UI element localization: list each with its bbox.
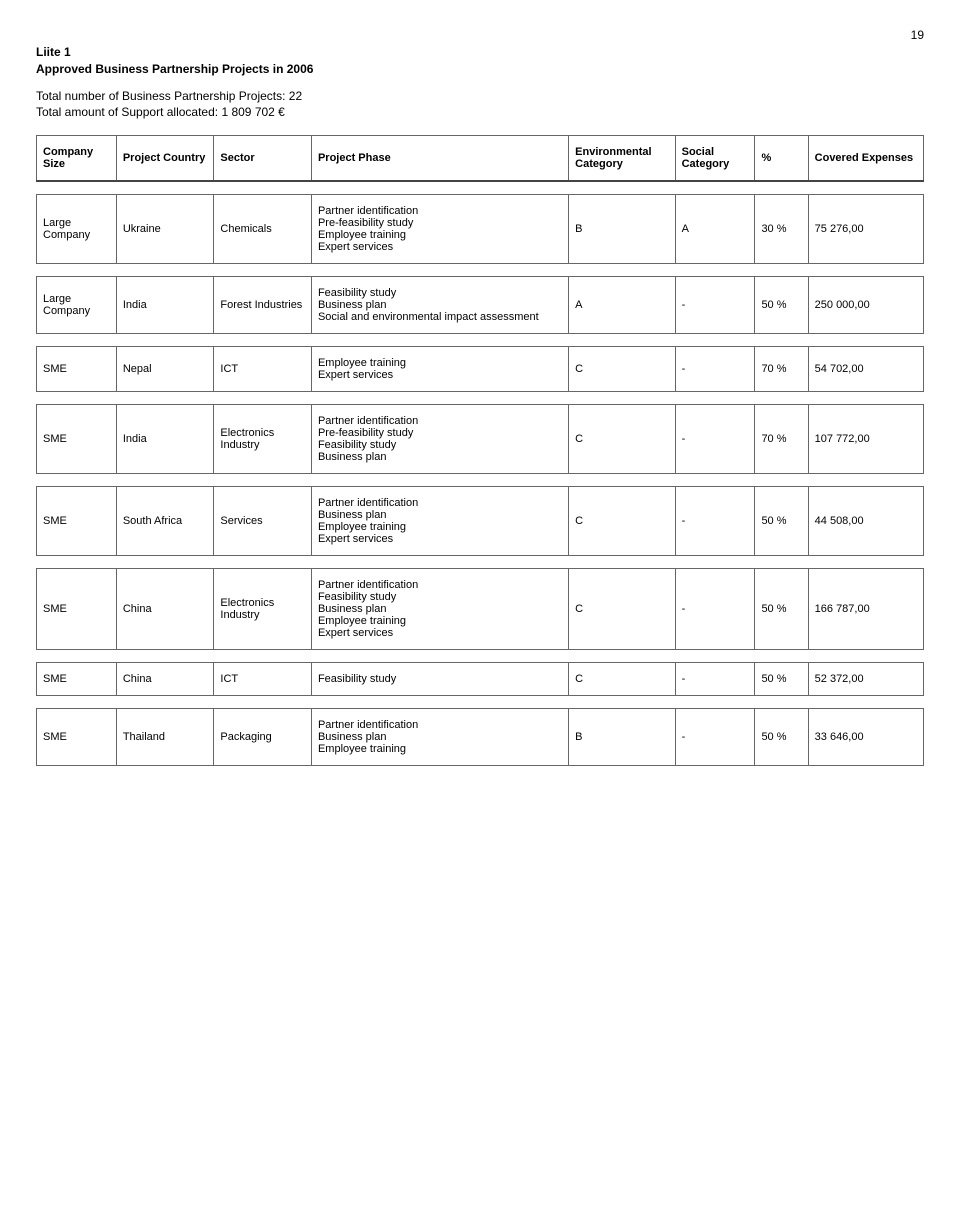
cell-social: - [675, 347, 755, 392]
liite-label: Liite 1 [36, 45, 71, 59]
page-title: Approved Business Partnership Projects i… [36, 62, 313, 76]
page-header: Liite 1 Approved Business Partnership Pr… [36, 44, 924, 78]
cell-size: Large Company [37, 277, 117, 334]
cell-size: SME [37, 405, 117, 474]
cell-pct: 70 % [755, 405, 808, 474]
cell-country: India [116, 277, 214, 334]
table-row: SMENepalICTEmployee trainingExpert servi… [37, 347, 924, 392]
totals-projects: Total number of Business Partnership Pro… [36, 89, 302, 103]
cell-sector: Chemicals [214, 195, 312, 264]
cell-phase: Partner identificationPre-feasibility st… [311, 405, 568, 474]
cell-phase: Partner identificationBusiness planEmplo… [311, 487, 568, 556]
cell-social: - [675, 405, 755, 474]
cell-pct: 50 % [755, 569, 808, 650]
header-table: Company Size Project Country Sector Proj… [36, 135, 924, 182]
cell-phase: Partner identificationPre-feasibility st… [311, 195, 568, 264]
page-number: 19 [36, 28, 924, 42]
col-country: Project Country [116, 136, 214, 182]
data-table: Large CompanyIndiaForest IndustriesFeasi… [36, 276, 924, 334]
cell-phase: Feasibility study [311, 663, 568, 696]
cell-pct: 30 % [755, 195, 808, 264]
data-table: SMENepalICTEmployee trainingExpert servi… [36, 346, 924, 392]
cell-size: SME [37, 709, 117, 766]
cell-sector: ICT [214, 663, 312, 696]
cell-exp: 107 772,00 [808, 405, 923, 474]
table-row: SMEChinaICTFeasibility studyC-50 %52 372… [37, 663, 924, 696]
cell-country: Thailand [116, 709, 214, 766]
data-table: Large CompanyUkraineChemicalsPartner ide… [36, 194, 924, 264]
header-row: Company Size Project Country Sector Proj… [37, 136, 924, 182]
cell-phase: Employee trainingExpert services [311, 347, 568, 392]
totals-amount: Total amount of Support allocated: 1 809… [36, 105, 285, 119]
cell-pct: 50 % [755, 709, 808, 766]
table-row: Large CompanyUkraineChemicalsPartner ide… [37, 195, 924, 264]
data-table: SMESouth AfricaServicesPartner identific… [36, 486, 924, 556]
data-table: SMEIndiaElectronics IndustryPartner iden… [36, 404, 924, 474]
cell-social: - [675, 487, 755, 556]
cell-phase: Feasibility studyBusiness planSocial and… [311, 277, 568, 334]
cell-exp: 33 646,00 [808, 709, 923, 766]
cell-country: China [116, 663, 214, 696]
cell-size: SME [37, 487, 117, 556]
cell-sector: ICT [214, 347, 312, 392]
cell-country: South Africa [116, 487, 214, 556]
cell-country: Ukraine [116, 195, 214, 264]
cell-exp: 54 702,00 [808, 347, 923, 392]
cell-env: A [569, 277, 675, 334]
cell-exp: 250 000,00 [808, 277, 923, 334]
cell-pct: 50 % [755, 663, 808, 696]
cell-size: Large Company [37, 195, 117, 264]
cell-phase: Partner identificationFeasibility studyB… [311, 569, 568, 650]
cell-social: - [675, 663, 755, 696]
cell-env: B [569, 195, 675, 264]
cell-social: A [675, 195, 755, 264]
cell-pct: 50 % [755, 277, 808, 334]
cell-env: C [569, 663, 675, 696]
table-row: SMESouth AfricaServicesPartner identific… [37, 487, 924, 556]
data-table: SMEChinaElectronics IndustryPartner iden… [36, 568, 924, 650]
cell-exp: 75 276,00 [808, 195, 923, 264]
cell-pct: 50 % [755, 487, 808, 556]
cell-env: C [569, 569, 675, 650]
cell-country: Nepal [116, 347, 214, 392]
cell-social: - [675, 277, 755, 334]
table-row: SMEIndiaElectronics IndustryPartner iden… [37, 405, 924, 474]
cell-sector: Forest Industries [214, 277, 312, 334]
cell-exp: 166 787,00 [808, 569, 923, 650]
cell-sector: Services [214, 487, 312, 556]
table-row: SMEThailandPackagingPartner identificati… [37, 709, 924, 766]
cell-sector: Electronics Industry [214, 405, 312, 474]
cell-env: C [569, 487, 675, 556]
cell-sector: Electronics Industry [214, 569, 312, 650]
cell-env: C [569, 347, 675, 392]
col-exp: Covered Expenses [808, 136, 923, 182]
cell-env: C [569, 405, 675, 474]
col-phase: Project Phase [311, 136, 568, 182]
cell-size: SME [37, 569, 117, 650]
cell-country: India [116, 405, 214, 474]
col-sector: Sector [214, 136, 312, 182]
cell-country: China [116, 569, 214, 650]
data-table: SMEThailandPackagingPartner identificati… [36, 708, 924, 766]
cell-social: - [675, 569, 755, 650]
table-row: SMEChinaElectronics IndustryPartner iden… [37, 569, 924, 650]
cell-size: SME [37, 347, 117, 392]
table-row: Large CompanyIndiaForest IndustriesFeasi… [37, 277, 924, 334]
cell-size: SME [37, 663, 117, 696]
cell-pct: 70 % [755, 347, 808, 392]
cell-env: B [569, 709, 675, 766]
data-table: SMEChinaICTFeasibility studyC-50 %52 372… [36, 662, 924, 696]
cell-social: - [675, 709, 755, 766]
col-size: Company Size [37, 136, 117, 182]
col-social: Social Category [675, 136, 755, 182]
cell-phase: Partner identificationBusiness planEmplo… [311, 709, 568, 766]
cell-exp: 44 508,00 [808, 487, 923, 556]
cell-sector: Packaging [214, 709, 312, 766]
col-pct: % [755, 136, 808, 182]
cell-exp: 52 372,00 [808, 663, 923, 696]
col-env: Environmental Category [569, 136, 675, 182]
totals-block: Total number of Business Partnership Pro… [36, 88, 924, 122]
